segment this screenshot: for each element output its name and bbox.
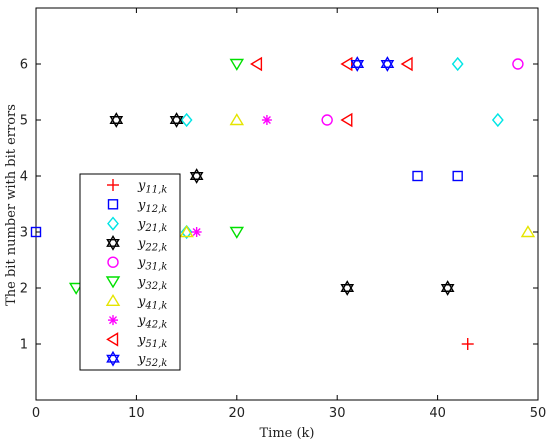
legend-marker bbox=[108, 315, 118, 326]
legend-box bbox=[79, 173, 181, 371]
y-axis-title: The bit number with bit errors bbox=[4, 104, 19, 306]
point-square bbox=[30, 226, 42, 238]
x-axis-title: Time (k) bbox=[259, 426, 314, 441]
legend-marker bbox=[107, 179, 119, 191]
legend-marker bbox=[107, 216, 119, 231]
point-triangle-down bbox=[68, 282, 84, 295]
y-tick-label: 1 bbox=[20, 338, 28, 353]
y-tick-label: 4 bbox=[20, 170, 28, 185]
point-asterisk bbox=[261, 115, 272, 125]
point-triangle-left bbox=[400, 56, 413, 72]
point-diamond bbox=[451, 56, 464, 72]
point-triangle-down bbox=[229, 58, 245, 71]
legend-marker bbox=[107, 199, 119, 210]
point-plus bbox=[461, 338, 474, 350]
legend-marker bbox=[106, 332, 119, 347]
data-points bbox=[30, 56, 536, 350]
point-hexagram bbox=[340, 280, 355, 296]
x-tick-label: 10 bbox=[128, 406, 145, 421]
legend-marker bbox=[105, 276, 121, 289]
point-circle bbox=[512, 58, 524, 70]
point-hexagram bbox=[169, 112, 184, 128]
y-tick-label: 5 bbox=[20, 114, 28, 129]
y-tick-label: 6 bbox=[20, 58, 28, 73]
point-hexagram bbox=[189, 168, 204, 184]
point-diamond bbox=[180, 112, 193, 128]
point-diamond bbox=[491, 112, 504, 128]
point-square bbox=[452, 170, 463, 182]
legend-marker bbox=[105, 293, 121, 306]
point-diamond bbox=[180, 224, 193, 240]
point-hexagram bbox=[380, 56, 395, 72]
legend-marker bbox=[106, 350, 120, 367]
point-hexagram bbox=[350, 56, 365, 72]
legend-marker bbox=[107, 256, 119, 268]
x-tick-label: 40 bbox=[429, 406, 446, 421]
point-asterisk bbox=[191, 227, 202, 237]
axis-ticks: 0 10 20 30 40 50 1 2 3 4 5 6 bbox=[20, 8, 547, 421]
point-triangle-down bbox=[229, 226, 245, 239]
point-circle bbox=[321, 114, 333, 126]
legend: y11,ky12,ky21,ky22,ky31,ky32,ky41,ky42,k… bbox=[79, 173, 181, 371]
y-tick-label: 3 bbox=[20, 226, 28, 241]
point-triangle-up bbox=[179, 225, 194, 238]
point-triangle-up bbox=[520, 225, 536, 238]
y-tick-label: 2 bbox=[20, 282, 28, 297]
x-tick-label: 20 bbox=[229, 406, 246, 421]
point-triangle-left bbox=[250, 56, 263, 72]
legend-marker bbox=[106, 234, 120, 251]
x-tick-label: 50 bbox=[530, 406, 547, 421]
x-tick-label: 30 bbox=[329, 406, 346, 421]
point-triangle-left bbox=[340, 56, 353, 72]
point-triangle-up bbox=[229, 113, 245, 126]
point-triangle-left bbox=[340, 112, 353, 128]
point-hexagram bbox=[440, 280, 455, 296]
x-tick-label: 0 bbox=[32, 406, 40, 421]
point-square bbox=[412, 170, 423, 182]
point-hexagram bbox=[109, 112, 124, 128]
